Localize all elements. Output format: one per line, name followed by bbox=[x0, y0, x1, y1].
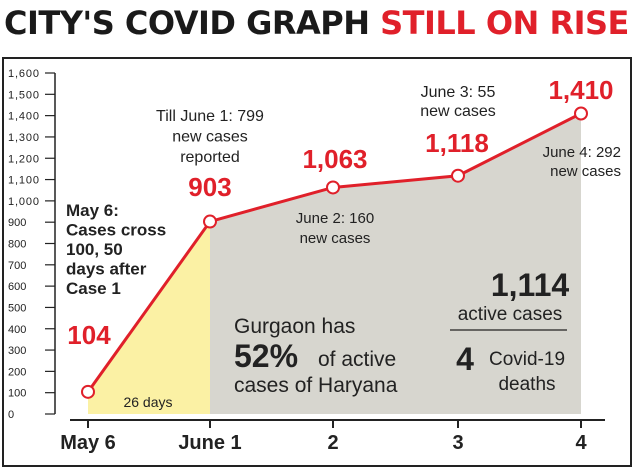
data-point bbox=[203, 214, 217, 229]
active-label: active cases bbox=[458, 304, 563, 325]
y-tick-label: 500 bbox=[8, 302, 26, 314]
chart-frame bbox=[2, 57, 632, 467]
annotation-june1: new cases bbox=[172, 129, 248, 146]
chart-shading bbox=[88, 113, 581, 415]
annotation-may6: days after bbox=[66, 260, 147, 279]
data-point bbox=[574, 106, 588, 121]
annotation-days: 26 days bbox=[123, 394, 172, 410]
yellow-shading bbox=[88, 221, 210, 414]
gurgaon-percent: 52% bbox=[234, 338, 298, 374]
y-tick-label: 200 bbox=[8, 366, 26, 378]
data-label: 1,118 bbox=[425, 128, 489, 158]
data-label: 1,410 bbox=[548, 75, 613, 105]
data-point bbox=[81, 384, 95, 399]
y-tick-label: 1,500 bbox=[8, 89, 39, 101]
annotation-june3: June 3: 55 bbox=[421, 84, 496, 101]
y-tick-label: 100 bbox=[8, 388, 26, 400]
headline-part1: CITY'S COVID GRAPH bbox=[4, 4, 370, 42]
y-tick-label: 800 bbox=[8, 239, 26, 251]
cases-series: 104 903 1,063 1,118 1,410 bbox=[67, 75, 614, 399]
data-point bbox=[326, 180, 340, 195]
y-tick-label: 1,600 bbox=[8, 68, 39, 80]
annotation-may6: Case 1 bbox=[66, 279, 121, 298]
annotation-may6: Cases cross bbox=[66, 221, 166, 240]
x-tick-label: May 6 bbox=[60, 432, 116, 454]
gurgaon-line2a: of active bbox=[318, 348, 396, 371]
x-tick-label: 2 bbox=[327, 432, 338, 454]
x-tick-label: 3 bbox=[452, 432, 463, 454]
y-tick-label: 900 bbox=[8, 217, 26, 229]
annotation-may6: 100, 50 bbox=[66, 240, 123, 259]
deaths-label2: deaths bbox=[498, 374, 555, 395]
y-tick-label: 300 bbox=[8, 345, 26, 357]
annotation-june4: new cases bbox=[550, 163, 621, 180]
y-axis: 0 100 200 300 400 500 600 700 800 900 1,000 1,100 1,… bbox=[8, 68, 56, 421]
y-tick-label: 600 bbox=[8, 281, 26, 293]
headline-part2: STILL ON RISE bbox=[380, 4, 629, 42]
y-tick-label: 400 bbox=[8, 324, 26, 336]
annotation-june4: June 4: 292 bbox=[543, 144, 621, 161]
y-tick-label: 1,200 bbox=[8, 153, 39, 165]
gurgaon-line1: Gurgaon has bbox=[234, 315, 355, 338]
annotation-may6: May 6: bbox=[66, 201, 119, 220]
annotation-june1: reported bbox=[180, 149, 240, 166]
annotation-june2: June 2: 160 bbox=[296, 210, 374, 227]
deaths-label1: Covid-19 bbox=[489, 349, 565, 370]
annotation-june3: new cases bbox=[420, 103, 496, 120]
y-tick-label: 1,100 bbox=[8, 175, 39, 187]
annotation-june2: new cases bbox=[300, 230, 371, 247]
data-label: 1,063 bbox=[302, 144, 367, 174]
x-axis: May 6 June 1 2 3 4 bbox=[60, 419, 605, 454]
data-point bbox=[451, 168, 465, 183]
headline: CITY'S COVID GRAPH STILL ON RISE bbox=[4, 4, 629, 54]
y-tick-label: 700 bbox=[8, 260, 26, 272]
x-tick-label: June 1 bbox=[178, 432, 241, 454]
active-count: 1,114 bbox=[491, 267, 570, 303]
y-tick-label: 0 bbox=[8, 409, 14, 421]
y-tick-label: 1,000 bbox=[8, 196, 39, 208]
y-tick-label: 1,400 bbox=[8, 111, 39, 123]
gray-shading bbox=[210, 113, 581, 415]
annotation-june1: Till June 1: 799 bbox=[156, 108, 264, 125]
data-label: 104 bbox=[67, 320, 111, 350]
y-tick-label: 1,300 bbox=[8, 132, 39, 144]
gurgaon-line2b: cases of Haryana bbox=[234, 374, 398, 397]
x-tick-label: 4 bbox=[575, 432, 587, 454]
data-label: 903 bbox=[188, 172, 231, 202]
deaths-count: 4 bbox=[456, 341, 474, 377]
